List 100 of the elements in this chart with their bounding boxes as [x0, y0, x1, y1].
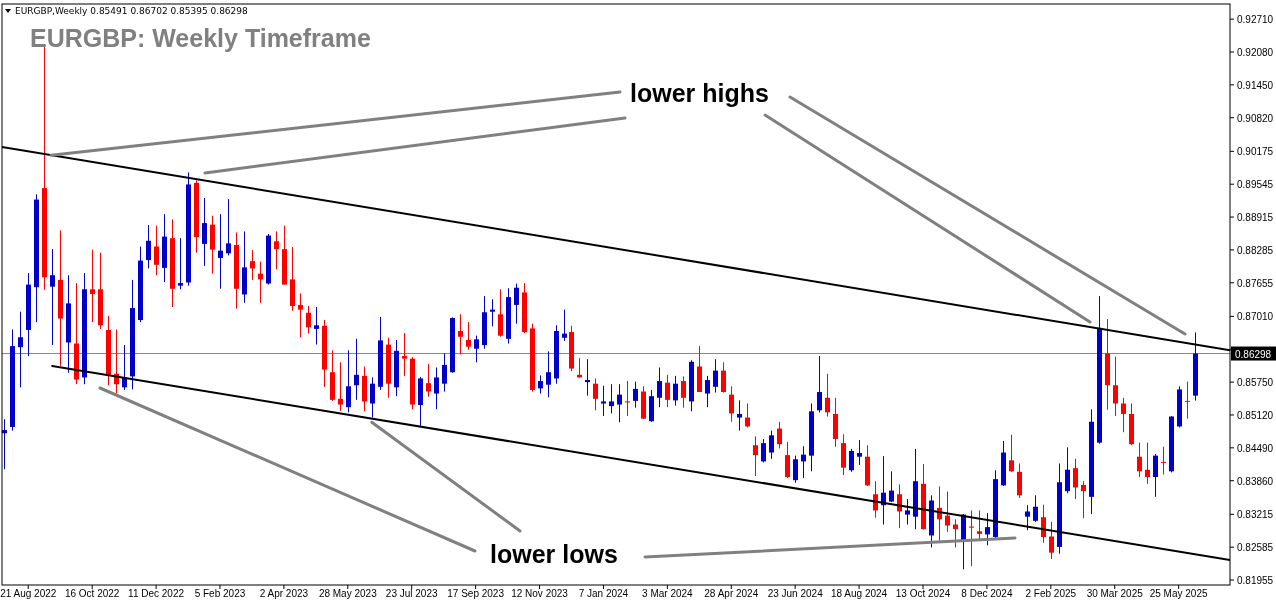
x-tick-label: 12 Nov 2023 [511, 588, 569, 599]
candlestick [226, 198, 231, 256]
candlestick [713, 358, 718, 394]
y-tick-label: 0.91450 [1237, 79, 1274, 91]
candlestick [1009, 434, 1014, 473]
x-tick-label: 7 Jan 2024 [578, 588, 629, 599]
x-tick-label: 13 Oct 2024 [895, 588, 951, 599]
candlestick [1153, 453, 1158, 498]
candlestick [1185, 381, 1190, 420]
x-tick-label: 5 Feb 2023 [194, 588, 246, 599]
candlestick [274, 230, 279, 270]
candlestick [202, 197, 207, 267]
x-tick-label: 28 May 2023 [318, 588, 378, 599]
candlestick [777, 421, 782, 449]
candlestick [1081, 480, 1086, 519]
y-tick-label: 0.83860 [1237, 475, 1274, 487]
y-tick-label: 0.85120 [1237, 409, 1274, 421]
candlestick [434, 367, 439, 410]
y-tick-label: 0.92710 [1237, 14, 1274, 26]
candlestick [737, 399, 742, 432]
candlestick [498, 288, 503, 338]
candlestick [346, 349, 351, 413]
candlestick [1161, 446, 1166, 475]
y-tick-label: 0.89545 [1237, 179, 1274, 191]
candlestick [601, 385, 606, 417]
candlestick [681, 375, 686, 409]
y-tick-label: 0.82585 [1237, 542, 1274, 554]
candlestick [1025, 504, 1030, 531]
x-tick-label: 11 Dec 2022 [128, 588, 185, 599]
x-tick-label: 28 Apr 2024 [704, 588, 759, 599]
candlestick [1073, 458, 1078, 500]
x-tick-label: 23 Jun 2024 [767, 588, 824, 599]
x-tick-label: 23 Jul 2023 [385, 588, 438, 599]
candlestick [562, 309, 567, 342]
annotation: lower highs [630, 79, 769, 107]
candlestick [945, 491, 950, 533]
candlestick [585, 358, 590, 397]
chart-subtitle: EURGBP,Weekly 0.85491 0.86702 0.85395 0.86298 [15, 6, 249, 16]
candlestick [146, 224, 151, 269]
candlestick [1049, 521, 1054, 560]
candlestick [1033, 494, 1038, 523]
candlestick [474, 335, 479, 363]
candlestick [593, 377, 598, 411]
candlestick [849, 448, 854, 473]
candlestick [218, 213, 223, 290]
candlestick [625, 380, 630, 417]
text: EURGBP: Weekly Timeframe [30, 24, 371, 52]
candlestick [250, 249, 255, 281]
y-tick-label: 0.81955 [1237, 575, 1274, 587]
x-tick-label: 25 May 2025 [1149, 588, 1208, 599]
candlestick [314, 306, 319, 346]
candlestick [1065, 446, 1070, 494]
candlestick [825, 373, 830, 418]
candlestick [1121, 397, 1126, 433]
candlestick [889, 470, 894, 503]
candlestick [721, 361, 726, 394]
candlestick [617, 383, 622, 423]
candlestick [673, 375, 678, 407]
candlestick [1017, 462, 1022, 499]
candlestick [538, 374, 543, 395]
candlestick [298, 292, 303, 338]
annotation: lower lows [490, 540, 618, 568]
x-tick-label: 21 Aug 2022 [0, 588, 57, 599]
candlestick [729, 385, 734, 423]
x-tick-label: 2 Feb 2025 [1025, 588, 1077, 599]
candlestick [546, 350, 551, 398]
x-tick-label: 3 Mar 2024 [642, 588, 694, 599]
candlestick [609, 383, 614, 414]
candlestick [338, 361, 343, 412]
candlestick [154, 225, 159, 276]
y-tick-label: 0.87010 [1237, 311, 1274, 323]
x-tick-label: 8 Dec 2024 [961, 588, 1013, 599]
x-tick-label: 2 Apr 2023 [259, 588, 309, 599]
candlestick [402, 332, 407, 377]
candlestick [969, 509, 974, 567]
x-tick-label: 17 Sep 2023 [447, 588, 505, 599]
candlestick [178, 237, 183, 290]
y-tick-label: 0.90820 [1237, 112, 1274, 124]
candlestick [633, 381, 638, 409]
candlestick [761, 438, 766, 463]
y-tick-label: 0.88285 [1237, 244, 1274, 256]
candlestick [1145, 442, 1150, 485]
candlestick [753, 435, 758, 477]
candlestick [985, 512, 990, 546]
x-tick-label: 30 Mar 2025 [1086, 588, 1144, 599]
candlestick [657, 367, 662, 408]
y-tick-label: 0.90175 [1237, 146, 1274, 158]
x-tick-label: 16 Oct 2022 [64, 588, 120, 599]
y-tick-label: 0.85750 [1237, 377, 1274, 389]
candlestick [705, 375, 710, 408]
y-tick-label: 0.88915 [1237, 212, 1274, 224]
candlestick [977, 509, 982, 541]
candlestick [442, 352, 447, 393]
candlestick [90, 249, 95, 323]
candlestick [426, 363, 431, 398]
candlestick [817, 355, 822, 413]
candlestick [665, 374, 670, 408]
candlestick [1113, 356, 1118, 417]
y-tick-label: 0.84490 [1237, 442, 1274, 454]
candlestick [1137, 442, 1142, 478]
